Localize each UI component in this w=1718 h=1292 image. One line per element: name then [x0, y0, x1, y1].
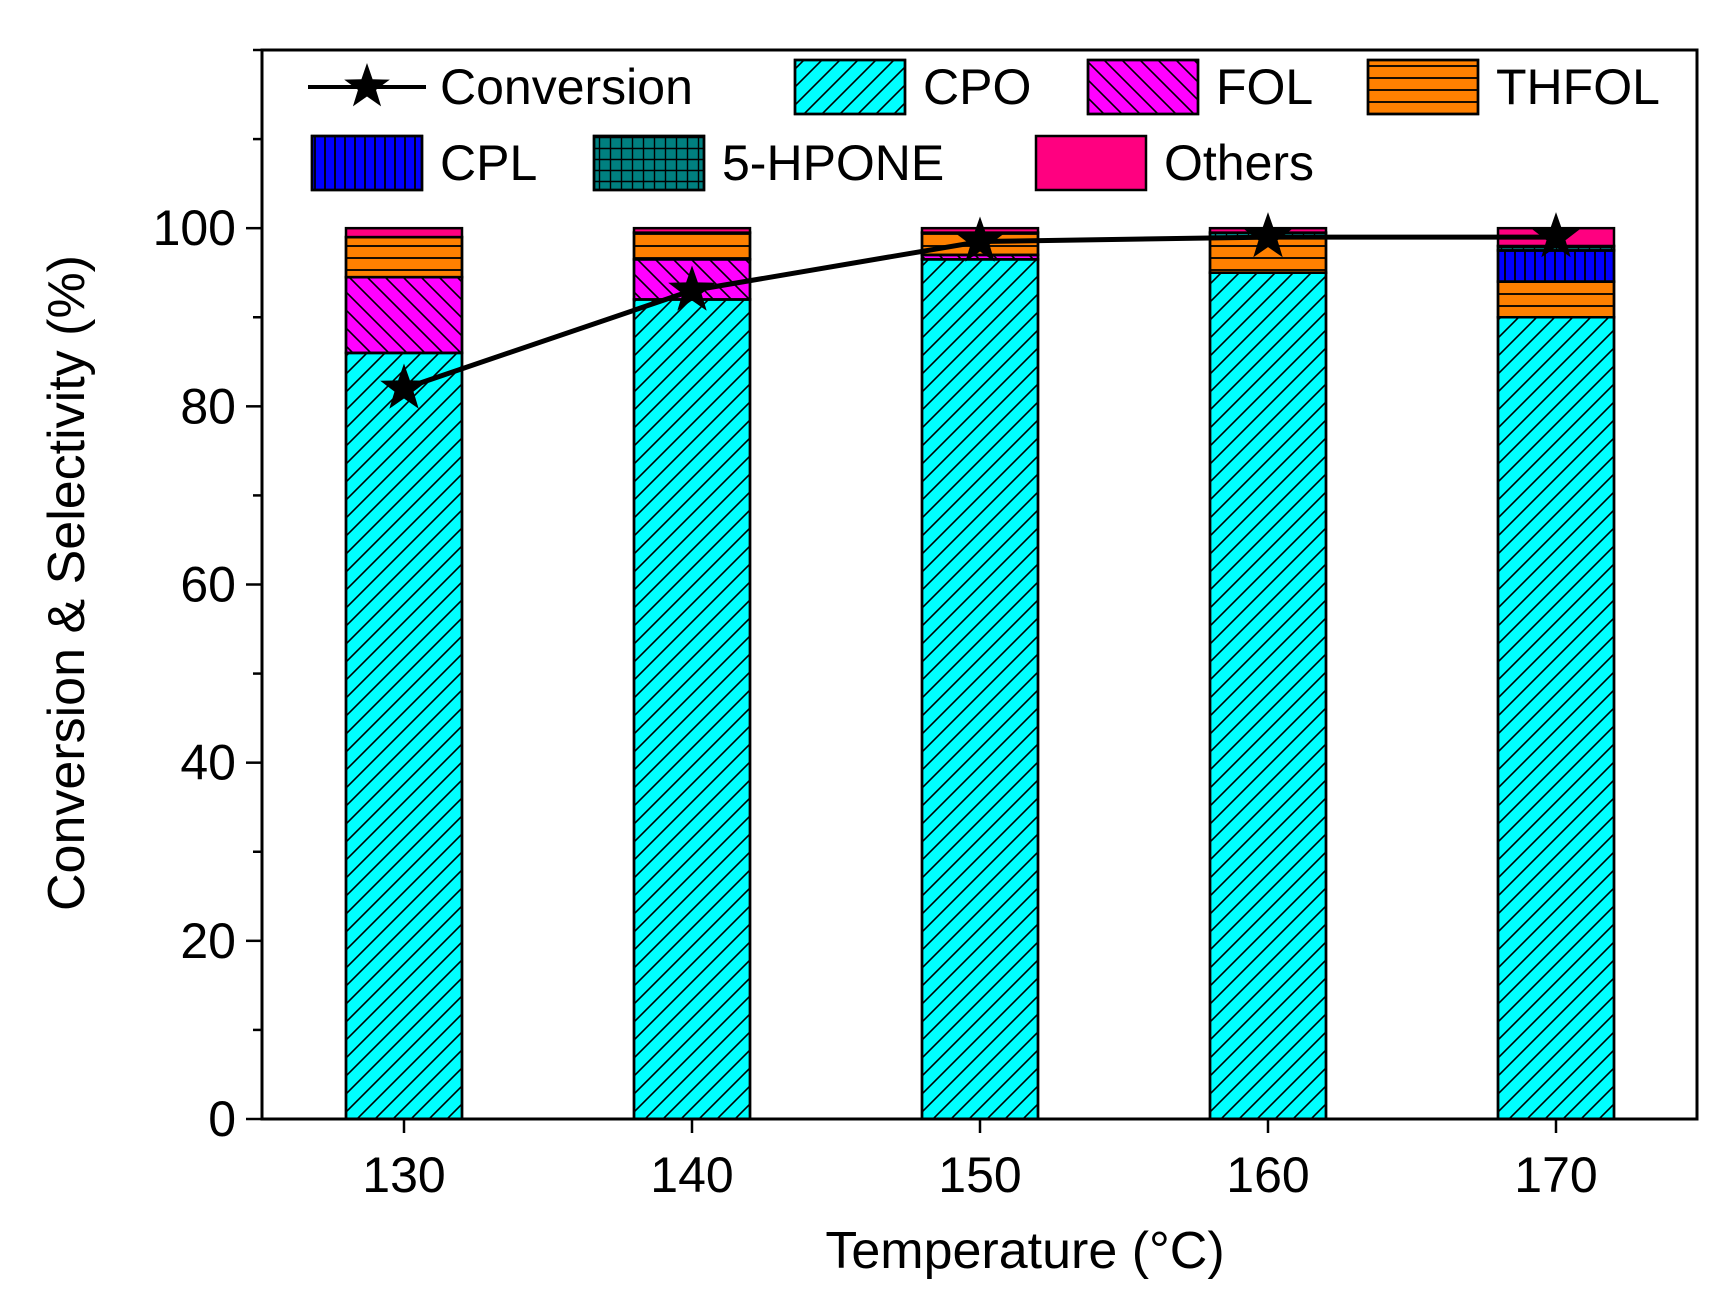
svg-text:5-HPONE: 5-HPONE	[722, 135, 944, 191]
y-tick-label: 60	[180, 557, 236, 613]
x-tick-label: 160	[1226, 1147, 1309, 1203]
bar-thfol-170	[1496, 280, 1616, 319]
conversion-marker-130	[380, 363, 428, 409]
y-tick-label: 40	[180, 735, 236, 791]
legend-item-5-hpone: 5-HPONE	[592, 134, 944, 192]
y-tick-label: 20	[180, 913, 236, 969]
x-axis-title: Temperature (°C)	[825, 1222, 1224, 1280]
x-tick-label: 170	[1514, 1147, 1597, 1203]
y-tick-label: 80	[180, 378, 236, 434]
conversion-marker-160	[1244, 212, 1292, 258]
legend-item-others: Others	[1034, 134, 1314, 192]
bar-others-140	[632, 226, 752, 234]
x-tick-label: 140	[650, 1147, 733, 1203]
bar-cpl-170	[1496, 249, 1616, 283]
bar-cpo-140	[632, 298, 752, 1121]
y-axis: 0 20 40 60 80 100	[153, 48, 262, 1147]
svg-text:CPO: CPO	[923, 59, 1031, 115]
bar-cpo-130	[344, 351, 464, 1121]
svg-text:CPL: CPL	[440, 135, 537, 191]
conversion-marker-150	[956, 216, 1004, 262]
conversion-line-layer	[380, 212, 1580, 409]
y-tick-label: 100	[153, 200, 236, 256]
svg-text:FOL: FOL	[1216, 59, 1313, 115]
svg-text:Conversion: Conversion	[440, 59, 693, 115]
legend-item-thfol: THFOL	[1366, 58, 1660, 116]
conversion-marker-170	[1532, 212, 1580, 258]
x-tick-label: 130	[362, 1147, 445, 1203]
conversion-marker-140	[668, 265, 716, 311]
legend-item-cpl: CPL	[310, 134, 537, 192]
bar-cpo-170	[1496, 316, 1616, 1121]
legend-item-conversion: Conversion	[308, 59, 693, 115]
bar-fol-130	[344, 275, 464, 355]
y-axis-title: Conversion & Selectivity (%)	[38, 255, 96, 911]
x-axis: 130 140 150 160 170	[362, 1119, 1598, 1203]
svg-text:THFOL: THFOL	[1496, 59, 1660, 115]
x-tick-label: 150	[938, 1147, 1021, 1203]
y-tick-label: 0	[208, 1091, 236, 1147]
bar-cpo-150	[920, 258, 1040, 1121]
legend-item-cpo: CPO	[793, 58, 1031, 116]
bars-layer	[344, 226, 1616, 1121]
svg-text:Others: Others	[1164, 135, 1314, 191]
bar-thfol-140	[632, 231, 752, 261]
legend: Conversion CPO FOL THFOL CPL 5-HPONE Others	[308, 58, 1660, 192]
bar-cpo-160	[1208, 271, 1328, 1121]
bar-thfol-130	[344, 235, 464, 279]
legend-item-fol: FOL	[1086, 58, 1313, 116]
bar-others-130	[344, 226, 464, 239]
